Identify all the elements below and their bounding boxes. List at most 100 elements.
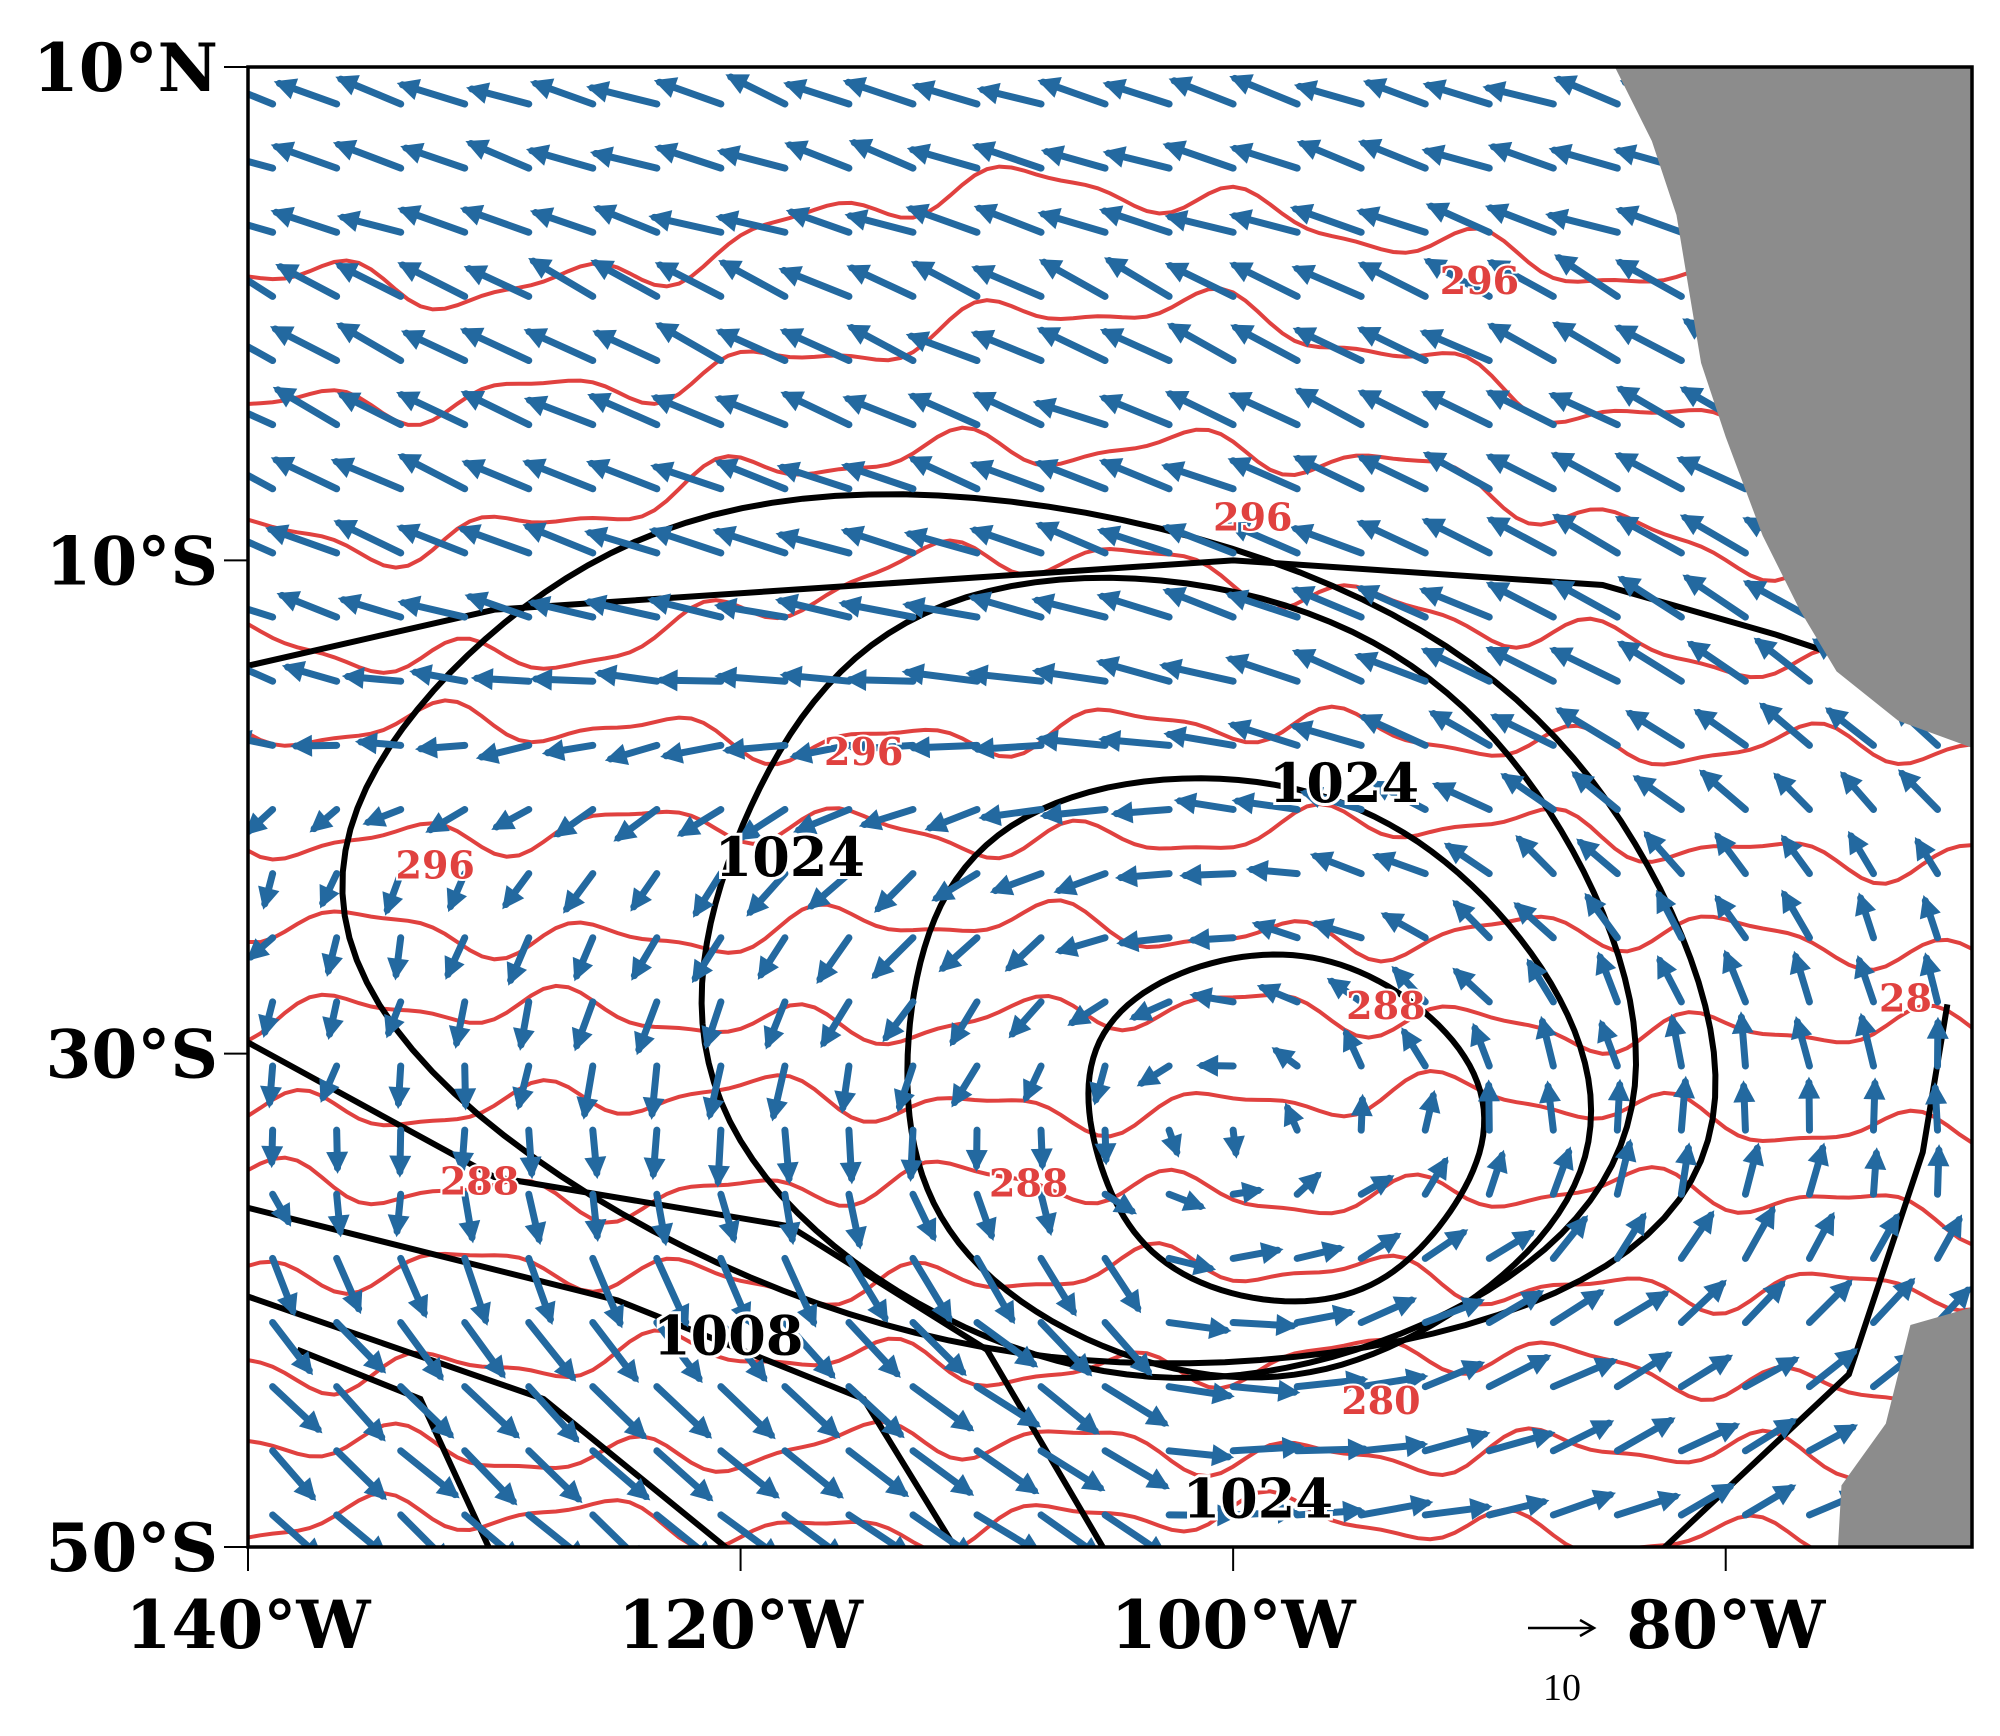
wind-vector-arrowhead-icon (1418, 1089, 1441, 1114)
wind-vector-arrow (845, 1254, 889, 1324)
wind-vector-shaft (525, 1511, 575, 1547)
wind-vector-arrow (1452, 967, 1493, 1006)
wind-vector-arrowhead-icon (1625, 1212, 1647, 1237)
wind-vector-arrowhead-icon (839, 1161, 862, 1185)
wind-vector-arrow (269, 1319, 313, 1376)
wind-vector-arrow (820, 998, 853, 1049)
wind-vector-arrowhead-icon (965, 1149, 988, 1172)
wind-vector-arrowhead-icon (298, 1410, 323, 1434)
wind-vector-arrowhead-icon (556, 1419, 580, 1444)
wind-vector-arrowhead-icon (779, 665, 803, 688)
wind-vector-arrow (1548, 391, 1621, 429)
wind-vector-arrowhead-icon (1643, 830, 1667, 855)
wind-vector-arrowhead-icon (1094, 1143, 1117, 1166)
wind-vector-arrowhead-icon (1362, 78, 1388, 99)
wind-vector-arrow (1102, 146, 1173, 172)
wind-vector-arrow (589, 1254, 624, 1329)
wind-vector-arrow (816, 934, 853, 984)
wind-vector-arrow (1094, 1126, 1117, 1166)
wind-vector-arrow (397, 205, 469, 236)
wind-vector-arrowhead-icon (1613, 144, 1638, 166)
wind-vector-arrow (725, 73, 789, 108)
wind-vector-arrowhead-icon (1927, 1144, 1950, 1167)
wind-vector-arrowhead-icon (534, 1300, 556, 1326)
wind-vector-arrow (779, 328, 853, 365)
wind-vector-arrow (248, 90, 277, 108)
wind-vector-arrow (781, 1511, 840, 1547)
wind-vector-arrow (522, 522, 597, 557)
wind-vector-arrowhead-icon (1486, 259, 1512, 281)
wind-vector-arrow (973, 203, 1045, 236)
y-tick-label: 10°S (45, 522, 218, 600)
wind-vector-arrowhead-icon (680, 1358, 703, 1384)
wind-vector-arrowhead-icon (1229, 262, 1254, 283)
wind-vector-arrowhead-icon (812, 1355, 836, 1380)
wind-vector-arrow (1164, 262, 1237, 300)
wind-vector-arrow (319, 1062, 341, 1103)
wind-vector-arrowhead-icon (502, 885, 525, 910)
wind-vector-arrowhead-icon (906, 143, 932, 165)
wind-vector-arrowhead-icon (396, 391, 421, 412)
wind-vector-arrow (1289, 720, 1365, 749)
wind-vector-arrow (1855, 1012, 1877, 1070)
wind-vector-arrowhead-icon (1119, 1288, 1142, 1314)
wind-vector-arrow (907, 736, 981, 759)
wind-vector-arrow (269, 1254, 298, 1317)
wind-vector-arrowhead-icon (275, 263, 300, 284)
wind-vector-arrow (400, 142, 469, 172)
wind-vector-arrow (1110, 801, 1173, 824)
wind-vector-arrow (1805, 1142, 1829, 1198)
wind-vector-arrowhead-icon (1519, 1290, 1545, 1311)
wind-vector-arrowhead-icon (1607, 1078, 1630, 1102)
wind-vector-arrowhead-icon (1535, 1015, 1557, 1040)
wind-vector-arrowhead-icon (1098, 205, 1124, 227)
wind-vector-arrow (389, 1126, 412, 1178)
wind-vector-arrow (248, 157, 277, 172)
wind-vector-arrow (1229, 1242, 1284, 1264)
wind-vector-arrow (459, 327, 533, 365)
wind-vector-arrow (454, 1062, 477, 1111)
wind-vector-arrow (653, 1511, 709, 1547)
wind-vector-arrow (971, 264, 1045, 300)
wind-vector-arrow (397, 1383, 455, 1439)
wind-vector-arrow (1919, 895, 1942, 942)
wind-vector-arrow (459, 204, 533, 236)
wind-vector-arrow (1753, 637, 1813, 685)
wind-vector-arrow (333, 1511, 384, 1547)
wind-vector-arrowhead-icon (513, 1027, 535, 1051)
wind-vector-arrowhead-icon (454, 1088, 477, 1111)
wind-vector-arrow (524, 1190, 547, 1246)
wind-vector-arrowhead-icon (775, 528, 800, 550)
wind-vector-arrowhead-icon (1664, 1013, 1687, 1038)
wind-vector-arrow (1291, 264, 1365, 300)
wind-vector-arrow (1309, 851, 1365, 878)
wind-vector-arrowhead-icon (1466, 1427, 1491, 1450)
wind-vector-arrowhead-icon (643, 1157, 666, 1181)
wind-vector-arrowhead-icon (576, 1096, 599, 1120)
wind-vector-arrowhead-icon (1104, 257, 1129, 279)
wind-vector-arrow (513, 998, 535, 1051)
wind-vector-arrowhead-icon (1482, 81, 1507, 103)
wind-vector-arrowhead-icon (459, 204, 485, 226)
wind-vector-arrowhead-icon (838, 596, 863, 618)
wind-vector-arrow (590, 259, 661, 300)
wind-vector-arrowhead-icon (714, 666, 738, 689)
wind-vector-arrow (1677, 1279, 1727, 1327)
wind-vector-arrow (931, 870, 981, 902)
wind-vector-arrowhead-icon (457, 524, 482, 545)
wind-vector-arrowhead-icon (512, 1086, 534, 1111)
wind-vector-arrow (563, 870, 597, 914)
wind-vector-arrowhead-icon (1098, 729, 1122, 752)
wind-vector-arrowhead-icon (1055, 1292, 1077, 1317)
wind-vector-arrowhead-icon (258, 1013, 280, 1038)
wind-vector-arrowhead-icon (840, 525, 866, 547)
wind-vector-arrowhead-icon (1345, 1370, 1369, 1393)
wind-vector-arrowhead-icon (1164, 210, 1189, 232)
wind-vector-arrowhead-icon (1539, 1080, 1561, 1104)
wind-vector-arrowhead-icon (1020, 1533, 1038, 1547)
wind-vector-arrow (1245, 859, 1301, 882)
wind-vector-arrow (1864, 1147, 1887, 1198)
wind-vector-arrowhead-icon (975, 1216, 997, 1241)
wind-vector-arrowhead-icon (1162, 140, 1187, 162)
wind-vector-arrowhead-icon (1423, 258, 1448, 279)
